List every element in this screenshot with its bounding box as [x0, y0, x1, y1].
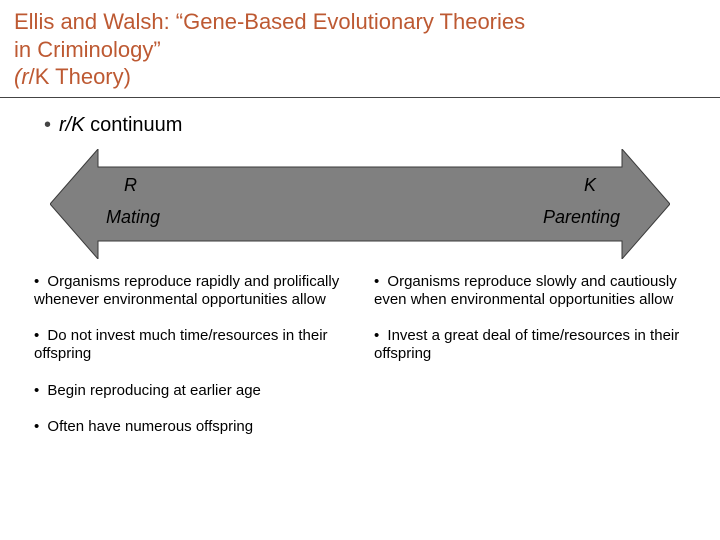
- double-arrow-diagram: R K Mating Parenting: [50, 149, 670, 259]
- double-arrow-shape: [50, 149, 670, 259]
- list-item-text: Organisms reproduce slowly and cautiousl…: [374, 273, 677, 308]
- list-item-text: Begin reproducing at earlier age: [47, 382, 260, 399]
- subhead-rest: continuum: [85, 114, 183, 136]
- list-item: • Organisms reproduce rapidly and prolif…: [34, 273, 346, 310]
- list-item: • Do not invest much time/resources in t…: [34, 327, 346, 364]
- subhead-italic: r/K: [59, 114, 85, 136]
- list-item: • Begin reproducing at earlier age: [34, 382, 346, 400]
- bullet-dot: •: [34, 273, 43, 290]
- bullet-dot: •: [44, 114, 51, 136]
- list-item-text: Do not invest much time/resources in the…: [34, 327, 328, 362]
- list-item-text: Organisms reproduce rapidly and prolific…: [34, 273, 339, 308]
- list-item-text: Often have numerous offspring: [47, 418, 253, 435]
- content-area: • r/K continuum R K Mating Parenting • Or…: [0, 98, 720, 455]
- arrow-label-k: K: [584, 175, 596, 196]
- list-item: • Organisms reproduce slowly and cautiou…: [374, 273, 686, 310]
- two-column-list: • Organisms reproduce rapidly and prolif…: [28, 273, 692, 455]
- list-item-text: Invest a great deal of time/resources in…: [374, 327, 679, 362]
- list-item: • Invest a great deal of time/resources …: [374, 327, 686, 364]
- list-item: • Often have numerous offspring: [34, 418, 346, 436]
- title-line-1: Ellis and Walsh: “Gene-Based Evolutionar…: [14, 8, 706, 36]
- title-line-3-italic: (r: [14, 64, 29, 89]
- bullet-dot: •: [34, 382, 43, 399]
- arrow-label-mating: Mating: [106, 207, 160, 228]
- title-line-3: (r/K Theory): [14, 63, 706, 91]
- bullet-dot: •: [374, 273, 383, 290]
- bullet-dot: •: [34, 418, 43, 435]
- bullet-dot: •: [34, 327, 43, 344]
- bullet-dot: •: [374, 327, 383, 344]
- subhead: • r/K continuum: [44, 114, 692, 137]
- column-right: • Organisms reproduce slowly and cautiou…: [374, 273, 686, 455]
- arrow-label-parenting: Parenting: [543, 207, 620, 228]
- title-block: Ellis and Walsh: “Gene-Based Evolutionar…: [0, 0, 720, 98]
- title-line-3-rest: /K Theory): [29, 64, 131, 89]
- title-line-2: in Criminology”: [14, 36, 706, 64]
- column-left: • Organisms reproduce rapidly and prolif…: [34, 273, 346, 455]
- arrow-label-r: R: [124, 175, 137, 196]
